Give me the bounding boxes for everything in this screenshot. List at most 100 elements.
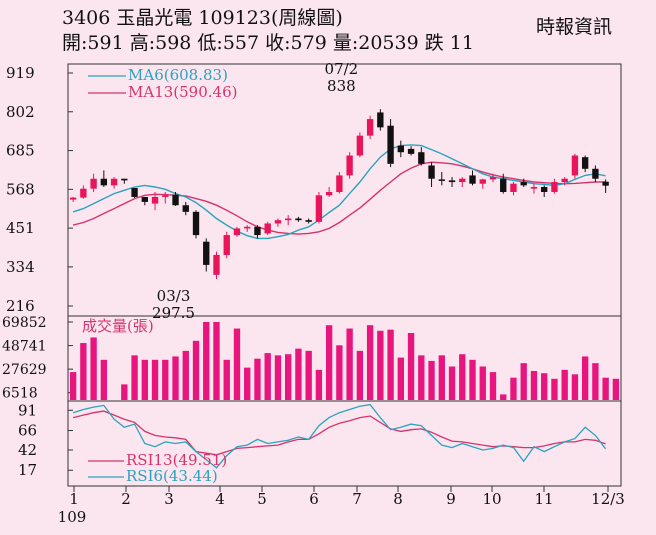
volume-bar (295, 348, 302, 400)
volume-bar (356, 350, 364, 400)
candle-body (110, 178, 118, 186)
volume-bar (325, 325, 333, 400)
candle-body (100, 178, 108, 186)
high-value-label: 838 (327, 77, 356, 95)
rsi-y-tick-label: 17 (18, 461, 37, 479)
x-tick-label: 7 (352, 490, 362, 508)
volume-bar (428, 360, 435, 400)
candle-body (131, 188, 138, 197)
candle-body (315, 195, 323, 222)
volume-y-tick-label: 69852 (2, 315, 47, 331)
candle-body (581, 157, 589, 169)
candle-body (203, 241, 210, 265)
volume-bar (407, 333, 415, 400)
candle-body (172, 194, 179, 206)
candle-body (459, 178, 466, 183)
x-tick-label: 2 (121, 490, 131, 508)
volume-bar (366, 325, 374, 400)
volume-bar (121, 384, 128, 400)
plot-frame (67, 63, 622, 487)
volume-bar (141, 359, 148, 400)
candle-body (121, 178, 128, 181)
x-tick-label: 9 (446, 490, 456, 508)
candle-body (90, 178, 97, 189)
ma6-line (72, 144, 606, 240)
volume-bar (448, 366, 456, 400)
candle-body (551, 182, 558, 192)
volume-bar (592, 363, 599, 400)
volume-bar (397, 357, 404, 400)
volume-bar (203, 322, 210, 400)
volume-bar (254, 358, 261, 400)
price-y-tick-label: 802 (6, 103, 35, 121)
x-tick-label: 4 (215, 490, 225, 508)
candle-body (325, 191, 333, 196)
volume-bar (561, 369, 568, 400)
volume-bar (581, 356, 589, 400)
candle-body (571, 155, 579, 176)
volume-bar (551, 378, 558, 400)
volume-bar (520, 363, 527, 400)
volume-bar (244, 367, 251, 400)
volume-bar (489, 372, 497, 400)
candle-body (520, 182, 527, 186)
volume-bar (387, 329, 394, 400)
candle-body (223, 235, 230, 255)
candle-body (479, 179, 486, 184)
rsi-y-tick-label: 42 (18, 441, 37, 459)
rsi13-line (72, 410, 606, 456)
candle-body (510, 183, 517, 192)
candle-body (233, 228, 241, 236)
candle-body (254, 226, 261, 236)
candle-body (377, 112, 384, 128)
candle-body (561, 178, 568, 183)
candle-body (469, 175, 476, 184)
volume-bar (459, 354, 466, 400)
volume-bar (612, 378, 620, 400)
x-tick-label: 8 (393, 490, 403, 508)
volume-bar (274, 355, 282, 400)
rsi6-line (72, 403, 607, 469)
candle-body (192, 211, 200, 236)
candle-body (80, 188, 87, 198)
volume-bar (510, 377, 517, 400)
candle-body (592, 168, 599, 179)
x-tick-label: 5 (257, 490, 267, 508)
candle-body (336, 175, 343, 192)
x-tick-label: 6 (309, 490, 319, 508)
volume-bar (438, 355, 445, 400)
source-label: 時報資訊 (536, 16, 613, 38)
volume-bar (90, 337, 97, 400)
candle-body (387, 125, 394, 164)
candle-body (397, 145, 404, 153)
x-tick-label: 3 (164, 490, 174, 508)
volume-y-tick-label: 6518 (2, 386, 38, 402)
candle-body (244, 226, 251, 229)
candle-body (530, 187, 538, 189)
volume-bar (479, 366, 486, 400)
legend-label-ma13: MA13(590.46) (128, 83, 237, 101)
candle-body (69, 197, 77, 200)
candle-body (356, 135, 364, 156)
volume-bar (223, 359, 230, 400)
candle-body (295, 218, 302, 221)
volume-bar (192, 340, 200, 400)
volume-bar (469, 359, 476, 400)
x-tick-label: 12/3 (591, 490, 625, 508)
candle-body (264, 223, 271, 234)
volume-bar (305, 350, 312, 400)
candle-body (285, 218, 292, 221)
volume-bar (69, 372, 77, 400)
ma13-line (72, 161, 606, 235)
low-date-label: 03/3 (157, 287, 191, 305)
price-y-tick-label: 334 (6, 258, 35, 276)
low-value-label: 297.5 (152, 304, 195, 322)
volume-bar (418, 355, 425, 400)
volume-y-tick-label: 48741 (2, 339, 47, 355)
x-tick-label: 11 (534, 490, 553, 508)
price-y-tick-label: 685 (6, 142, 35, 160)
volume-bar (131, 355, 138, 400)
candle-body (346, 155, 353, 176)
candle-body (438, 179, 445, 181)
